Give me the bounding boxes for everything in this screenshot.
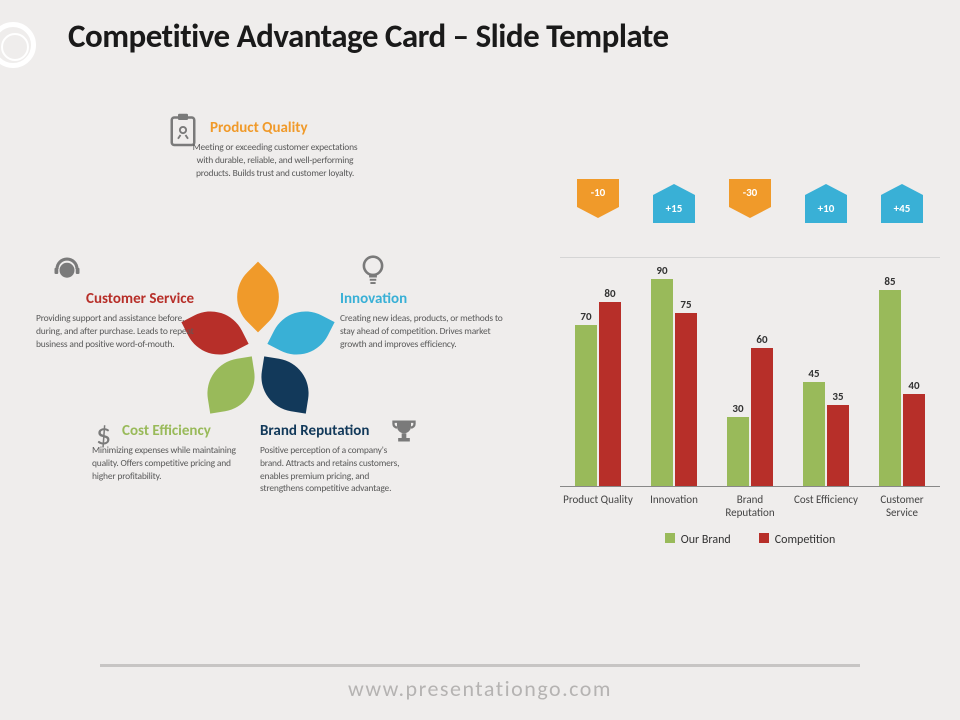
legend-comp-label: Competition [775,533,836,547]
bar-label: 90 [651,264,673,279]
petal-diagram [198,286,318,406]
bar-ours: 70 [575,325,597,486]
delta-badge: +45 [881,195,923,223]
block-innovation: Innovation Creating new ideas, products,… [340,290,505,350]
title-service: Customer Service [86,290,201,308]
desc-innovation: Creating new ideas, products, or methods… [340,312,505,350]
footer-divider [100,664,860,667]
xlabel: Product Quality [563,493,633,519]
chart-legend: Our Brand Competition [560,533,940,547]
bar-label: 70 [575,310,597,325]
desc-reputation: Positive perception of a company's brand… [260,444,405,495]
bar-ours: 30 [727,417,749,486]
bar-comp: 40 [903,394,925,486]
desc-quality: Meeting or exceeding customer expectatio… [190,141,360,179]
bar-comp: 75 [675,313,697,486]
xlabel: Brand Reputation [715,493,785,519]
bar-comp: 80 [599,302,621,486]
desc-cost: Minimizing expenses while maintaining qu… [92,444,237,482]
title-reputation: Brand Reputation [260,422,425,440]
headset-icon [52,254,82,289]
xlabel: Cost Efficiency [791,493,861,519]
block-reputation: Brand Reputation Positive perception of … [260,422,425,495]
legend-ours: Our Brand [665,533,731,547]
petal-reputation [256,356,313,413]
bar-group: 8540 [867,290,937,486]
petal-innovation [267,299,334,366]
bar-comp: 60 [751,348,773,486]
xlabel: Customer Service [867,493,937,519]
bar-group: 9075 [639,279,709,486]
delta-badge: -30 [729,179,771,207]
bar-ours: 90 [651,279,673,486]
title-quality: Product Quality [210,119,390,137]
bar-label: 40 [903,379,925,394]
block-quality: Product Quality Meeting or exceeding cus… [210,119,390,179]
bar-label: 60 [751,333,773,348]
bar-label: 35 [827,390,849,405]
header-ring-icon [0,22,36,68]
bar-label: 75 [675,298,697,313]
page-title: Competitive Advantage Card – Slide Templ… [68,18,960,56]
bar-group: 3060 [715,348,785,486]
legend-ours-label: Our Brand [681,533,731,547]
delta-badge: +15 [653,195,695,223]
xlabel: Innovation [639,493,709,519]
petal-cost [202,356,259,413]
delta-row: -10 +15 -30 +10 +45 [560,179,940,235]
legend-comp: Competition [759,533,836,547]
header: Competitive Advantage Card – Slide Templ… [0,0,960,74]
bar-label: 80 [599,287,621,302]
block-service: Customer Service Providing support and a… [36,290,201,350]
block-cost: Cost Efficiency Minimizing expenses whil… [122,422,272,482]
chart-plot: 70809075306045358540 [560,257,940,487]
bar-ours: 45 [803,382,825,486]
comparison-chart: -10+15-30+10+45 70809075306045358540 Pro… [560,179,940,547]
bar-comp: 35 [827,405,849,486]
bar-ours: 85 [879,290,901,486]
title-innovation: Innovation [340,290,505,308]
bar-group: 4535 [791,382,861,486]
footer-text: www.presentationgo.com [0,675,960,702]
delta-badge: +10 [805,195,847,223]
title-cost: Cost Efficiency [122,422,272,440]
delta-badge: -10 [577,179,619,207]
bar-label: 30 [727,402,749,417]
desc-service: Providing support and assistance before,… [36,312,201,350]
chart-xlabels: Product QualityInnovationBrand Reputatio… [560,493,940,519]
legend-ours-swatch [665,533,675,543]
bulb-icon [360,254,386,293]
legend-comp-swatch [759,533,769,543]
bar-group: 7080 [563,302,633,486]
bar-label: 85 [879,275,901,290]
footer: www.presentationgo.com [0,664,960,702]
bar-label: 45 [803,367,825,382]
